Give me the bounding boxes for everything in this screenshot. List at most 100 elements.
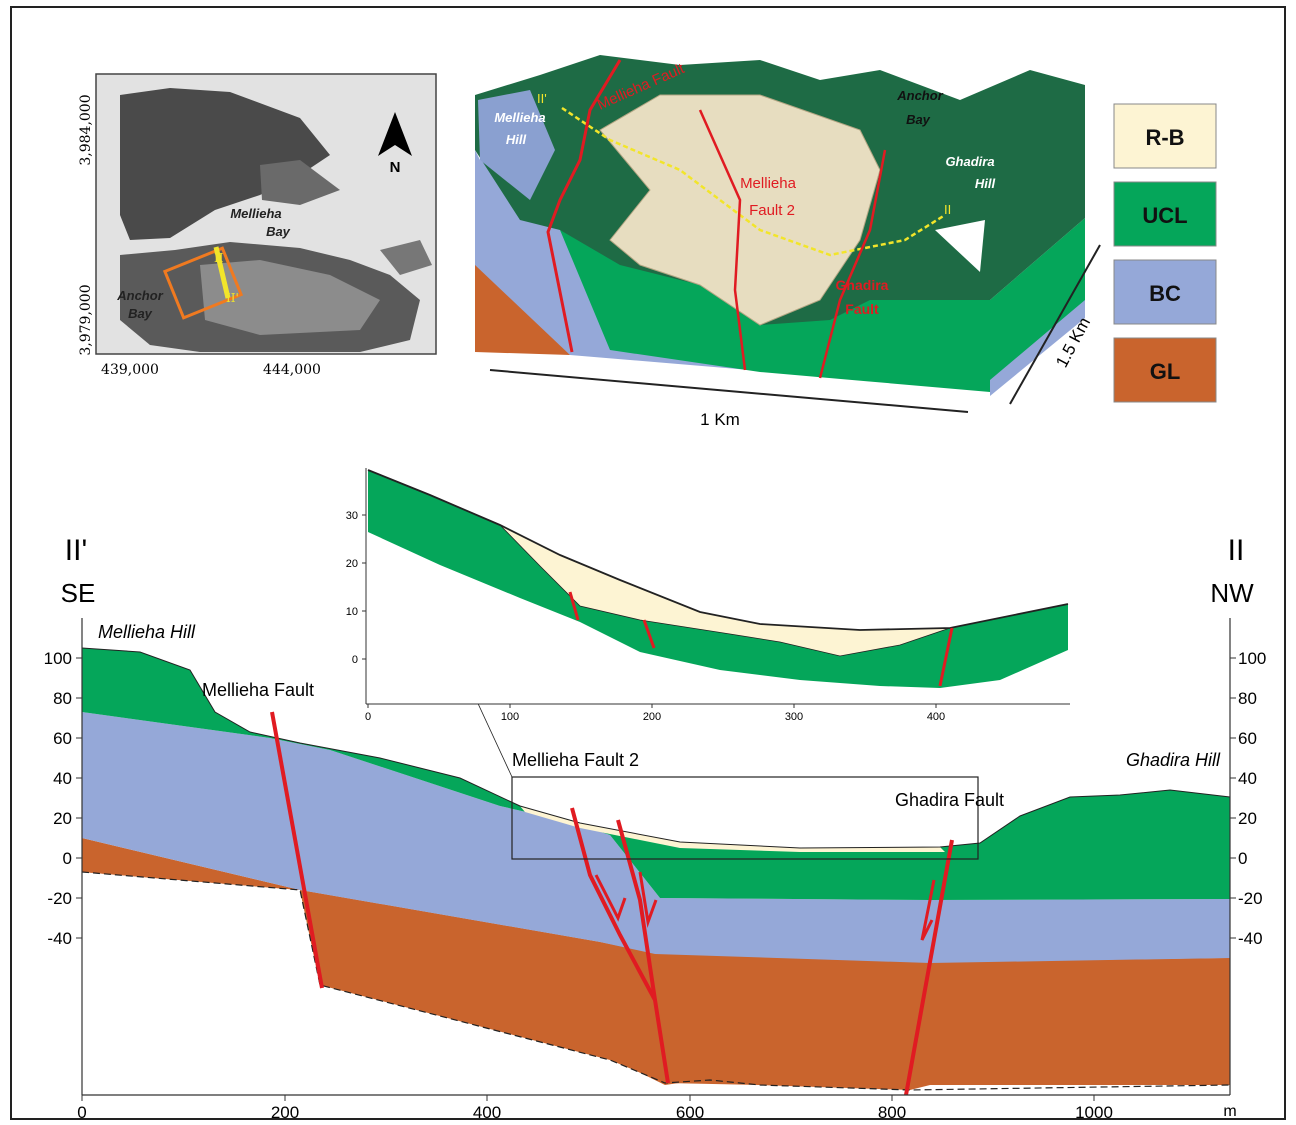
map-ridge — [200, 260, 380, 335]
inset-y-tick: 10 — [346, 606, 358, 618]
north-label: N — [390, 159, 401, 176]
inset-x-tick: 0 — [365, 711, 371, 723]
fault-mellieha-2b-section — [616, 819, 657, 1001]
legend-label-bc: BC — [1149, 281, 1181, 306]
fault-mellieha-section — [270, 711, 324, 989]
section-y-tick-left: 60 — [53, 729, 72, 748]
map-section-end-a: II — [214, 251, 224, 265]
fault-mellieha-3d — [546, 59, 622, 353]
map-bay-label-2: Bay — [266, 224, 291, 239]
inset-x-ticks: 0 100 200 300 400 — [365, 704, 945, 723]
label-ghadira-fault-b-3d: Fault — [845, 301, 879, 317]
section-y-ticks-right: 100 80 60 40 20 0 -20 -40 — [1230, 649, 1266, 948]
section-y-tick-right: 40 — [1238, 769, 1257, 788]
label-mellieha-hill-b-3d: Hill — [506, 132, 527, 147]
section-y-tick-left: 20 — [53, 809, 72, 828]
inset-surface-line — [367, 469, 1069, 631]
fault-arrow-3-icon — [920, 879, 936, 941]
section-x-unit: m — [1223, 1103, 1236, 1120]
map-y-tick-2: 3,979,000 — [78, 284, 94, 355]
legend-swatch-rb — [1113, 103, 1217, 169]
section-y-tick-left: 80 — [53, 689, 72, 708]
section-y-tick-left: -20 — [47, 889, 72, 908]
north-arrow-icon — [378, 112, 412, 156]
label-ghadira-hill-a-3d: Ghadira — [945, 154, 994, 169]
label-anchor-bay-a-3d: Anchor — [896, 88, 943, 103]
label-mellieha-fault: Mellieha Fault — [202, 680, 314, 700]
map-x-tick-1: 439,000 — [101, 362, 159, 378]
legend-swatch-ucl — [1113, 181, 1217, 247]
label-section-b-3d: II — [944, 202, 951, 217]
inset-fault-1 — [568, 591, 580, 621]
study-area-box — [162, 246, 244, 320]
section-x-ticks: 0 200 400 600 800 1000 — [77, 1095, 1113, 1122]
inset-x-tick: 300 — [785, 711, 803, 723]
inset-x-tick: 200 — [643, 711, 661, 723]
label-mellieha-fault-2a-3d: Mellieha — [740, 175, 797, 192]
section-x-tick: 200 — [271, 1103, 299, 1122]
section-y-tick-right: 100 — [1238, 649, 1266, 668]
section-x-tick: 800 — [878, 1103, 906, 1122]
section-left-hill: Mellieha Hill — [98, 622, 196, 642]
section-y-tick-left: 0 — [63, 849, 72, 868]
section-y-tick-right: 0 — [1238, 849, 1247, 868]
map-island — [380, 240, 432, 275]
fault-arrow-1-icon — [594, 874, 627, 922]
legend-swatch-bc — [1113, 259, 1217, 325]
legend: R-B UCL BC GL — [1113, 103, 1217, 403]
cross-section: II' SE II NW Mellieha Hill Ghadira Hill … — [44, 469, 1266, 1122]
legend-label-ucl: UCL — [1142, 203, 1187, 228]
terrain-bc-outcrop — [478, 90, 555, 200]
scale-length-label: 1 Km — [700, 410, 740, 429]
section-y-tick-left: 100 — [44, 649, 72, 668]
surface-line — [81, 647, 1231, 849]
section-right-end: II — [1228, 534, 1245, 567]
legend-label-rb: R-B — [1145, 125, 1184, 150]
block-side-bc — [990, 300, 1085, 396]
section-y-tick-right: 20 — [1238, 809, 1257, 828]
label-mellieha-fault-2: Mellieha Fault 2 — [512, 750, 639, 770]
map-landmass-mid — [260, 160, 340, 205]
map-x-tick-2: 444,000 — [263, 362, 321, 378]
inset-fault-3 — [938, 627, 954, 687]
section-line-3d — [561, 106, 946, 257]
figure-frame — [10, 6, 1286, 1120]
terrain-notch — [935, 220, 985, 272]
inset-y-tick: 0 — [352, 654, 358, 666]
map-anchor-label-1: Anchor — [116, 288, 163, 303]
fault-mellieha-2-3d — [698, 109, 747, 371]
label-anchor-bay-b-3d: Bay — [906, 112, 931, 127]
legend-label-gl: GL — [1150, 359, 1181, 384]
block-front-gl — [475, 265, 570, 355]
block-side-ucl — [990, 218, 1085, 392]
map-bay-label-1: Mellieha — [230, 206, 281, 221]
layer-ucl — [82, 648, 1230, 900]
section-right-hill: Ghadira Hill — [1126, 750, 1221, 770]
inset-x-tick: 100 — [501, 711, 519, 723]
inset-y-tick: 20 — [346, 558, 358, 570]
section-x-tick: 1000 — [1075, 1103, 1113, 1122]
inset-x-tick: 400 — [927, 711, 945, 723]
section-y-tick-left: 40 — [53, 769, 72, 788]
section-x-tick: 400 — [473, 1103, 501, 1122]
section-left-end: II' — [65, 534, 87, 567]
label-mellieha-fault-2b-3d: Fault 2 — [749, 202, 795, 219]
section-y-tick-left: -40 — [47, 929, 72, 948]
section-y-tick-right: 80 — [1238, 689, 1257, 708]
section-y-tick-right: 60 — [1238, 729, 1257, 748]
section-y-tick-right: -20 — [1238, 889, 1263, 908]
layer-gl-body — [82, 838, 1230, 1090]
location-map: II II' Mellieha Bay Anchor Bay N 3,984,0… — [78, 73, 437, 378]
base-dashed-line — [81, 871, 1231, 1091]
label-section-a-3d: II' — [537, 91, 547, 106]
section-y-tick-right: -40 — [1238, 929, 1263, 948]
block-diagram-3d: Mellieha Fault Mellieha Fault 2 Ghadira … — [475, 55, 1101, 429]
fault-ghadira-section — [904, 839, 954, 1096]
inset-y-tick: 30 — [346, 510, 358, 522]
fault-mellieha-2a-section — [570, 807, 670, 1084]
fault-ghadira-3d — [818, 149, 887, 379]
scale-bar-length — [489, 369, 969, 413]
inset-y-ticks: 30 20 10 0 — [346, 510, 366, 666]
section-x-tick: 600 — [676, 1103, 704, 1122]
